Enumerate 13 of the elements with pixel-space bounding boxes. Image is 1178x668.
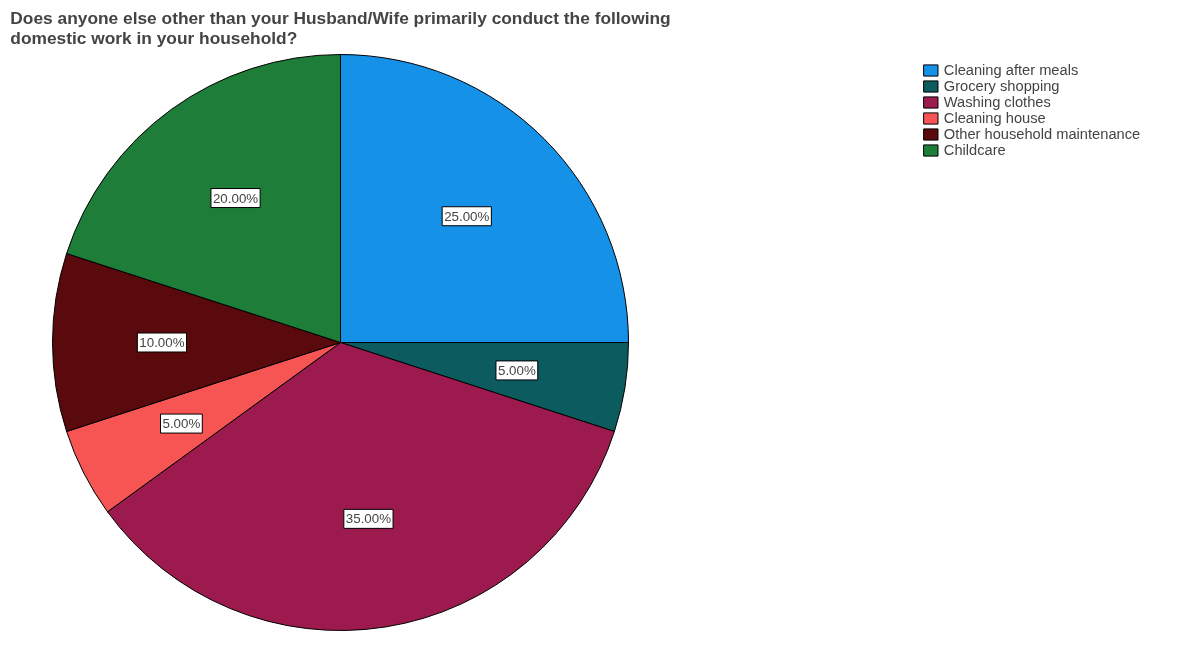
legend-label: Other household maintenance xyxy=(943,126,1141,142)
data-label: 10.00% xyxy=(139,335,185,350)
legend-label: Cleaning after meals xyxy=(943,62,1079,78)
legend-label: Grocery shopping xyxy=(943,78,1060,94)
legend-label: Washing clothes xyxy=(943,94,1051,110)
data-label: 35.00% xyxy=(345,511,392,527)
data-label: 5.00% xyxy=(497,362,536,378)
legend-label: Childcare xyxy=(943,142,1006,158)
data-label: 25.00% xyxy=(444,208,490,224)
data-label: 5.00% xyxy=(162,416,201,432)
legend-label: Cleaning house xyxy=(943,110,1046,126)
data-label: 20.00% xyxy=(212,190,259,206)
chart-title: Does anyone else other than your Husband/Wife primarily conduct the following domestic work in your household? xyxy=(10,7,671,48)
